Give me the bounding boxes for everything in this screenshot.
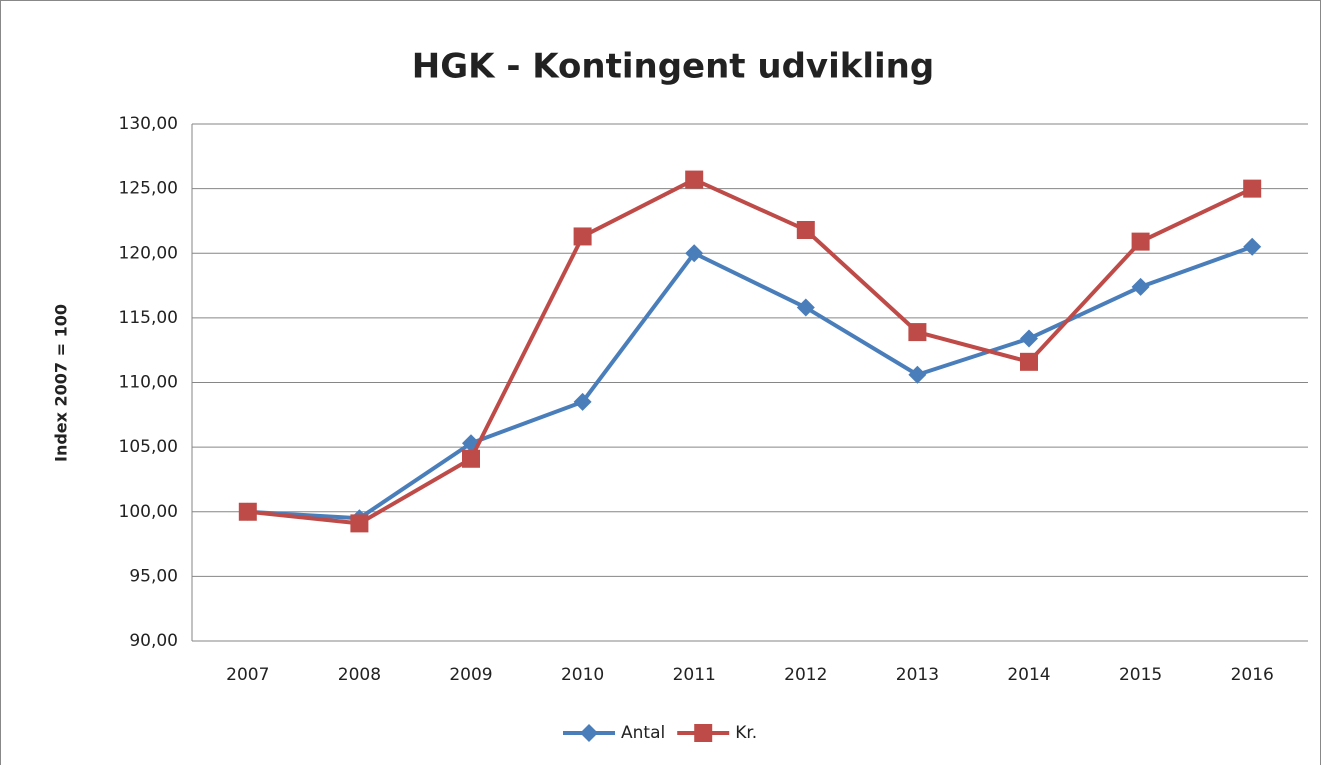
legend-marker (694, 724, 713, 742)
y-tick-label: 100,00 (119, 502, 178, 522)
chart-title: HGK - Kontingent udvikling (412, 47, 934, 87)
data-point (685, 170, 704, 189)
y-tick-label: 130,00 (119, 114, 178, 134)
data-point (573, 227, 592, 246)
y-tick-label: 110,00 (119, 373, 178, 393)
y-tick-label: 95,00 (129, 566, 178, 586)
data-point (462, 449, 480, 468)
series-line (247, 244, 1253, 521)
series-line (247, 177, 1254, 526)
y-tick-label: 105,00 (119, 437, 178, 457)
x-tick-label: 2010 (561, 665, 604, 685)
legend-label: Kr. (735, 723, 757, 743)
data-point (908, 323, 927, 342)
y-tick-label: 120,00 (119, 243, 178, 263)
legend-marker (580, 724, 598, 742)
data-point (573, 392, 592, 411)
data-point (350, 514, 369, 533)
x-tick-label: 2008 (338, 665, 381, 685)
data-point (1243, 179, 1262, 198)
x-tick-label: 2012 (784, 665, 827, 685)
data-point (238, 502, 257, 521)
y-tick-label: 125,00 (119, 179, 178, 199)
x-tick-label: 2011 (673, 665, 716, 685)
x-tick-label: 2015 (1119, 665, 1162, 685)
x-tick-label: 2007 (226, 665, 269, 685)
data-point (908, 365, 927, 384)
x-tick-label: 2013 (896, 665, 939, 685)
y-tick-label: 115,00 (119, 308, 178, 328)
data-point (1020, 352, 1038, 371)
data-point (796, 220, 815, 239)
data-point (1131, 232, 1150, 251)
y-axis-label: Index 2007 = 100 (52, 304, 71, 462)
x-tick-label: 2009 (449, 665, 492, 685)
data-point (796, 298, 815, 317)
data-point (1131, 277, 1150, 296)
x-tick-label: 2016 (1231, 665, 1274, 685)
data-point (1243, 237, 1262, 256)
data-point (1020, 329, 1038, 348)
x-tick-label: 2014 (1007, 665, 1050, 685)
data-point (685, 244, 704, 263)
legend-label: Antal (621, 723, 665, 743)
y-tick-label: 90,00 (129, 631, 178, 651)
